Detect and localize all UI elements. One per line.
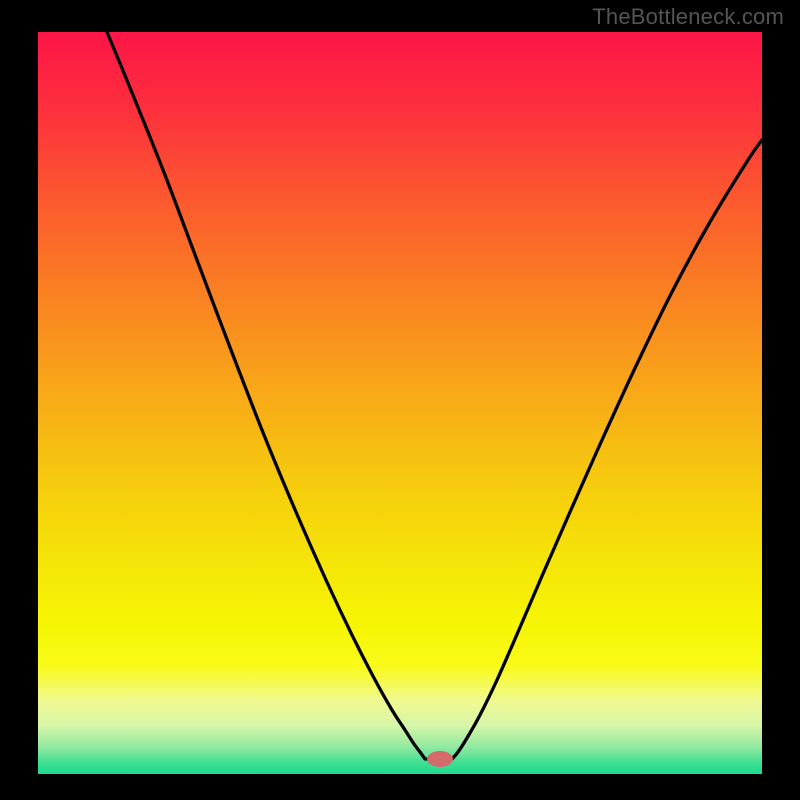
optimum-marker (427, 751, 453, 767)
gradient-background (38, 32, 762, 774)
attribution-text: TheBottleneck.com (592, 4, 784, 30)
bottleneck-chart (0, 0, 800, 800)
chart-container: TheBottleneck.com (0, 0, 800, 800)
plot-area (38, 32, 762, 774)
